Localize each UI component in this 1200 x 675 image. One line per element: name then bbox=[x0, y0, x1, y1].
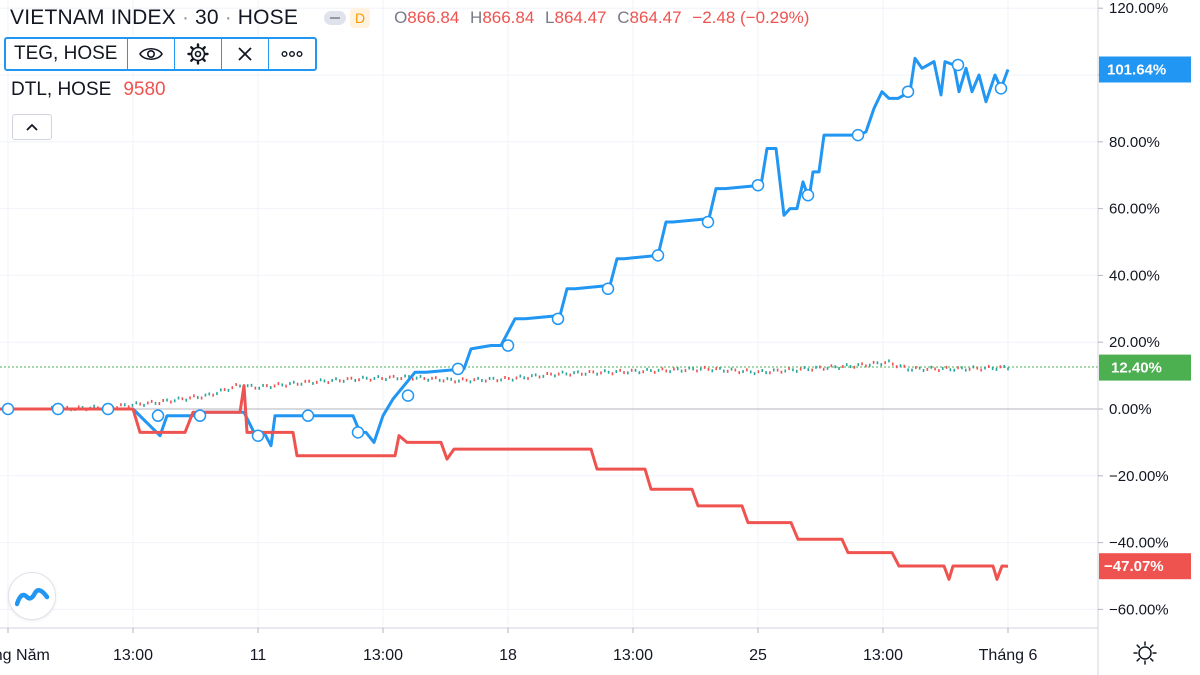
event-markers bbox=[1, 58, 1008, 442]
x-tick-label: 18 bbox=[499, 647, 517, 664]
collapse-legend-button[interactable] bbox=[12, 114, 52, 140]
series-marker[interactable] bbox=[851, 128, 865, 142]
x-tick-label: Tháng 6 bbox=[979, 647, 1038, 664]
series-marker[interactable] bbox=[1, 402, 15, 416]
series-marker[interactable] bbox=[151, 409, 165, 422]
x-tick-label: 13:00 bbox=[113, 647, 153, 664]
low-value: 864.47 bbox=[554, 8, 607, 27]
series-marker[interactable] bbox=[551, 312, 565, 326]
series-marker[interactable] bbox=[251, 429, 265, 442]
ohlc-values: O866.84 H866.84 L864.47 C864.47 −2.48 (−… bbox=[394, 8, 815, 28]
y-tick-label: −60.00% bbox=[1109, 601, 1169, 618]
remove-button[interactable] bbox=[221, 39, 268, 69]
high-key: H bbox=[470, 8, 483, 27]
y-tick-label: 20.00% bbox=[1109, 334, 1160, 351]
series-marker[interactable] bbox=[751, 178, 765, 192]
chevron-up-icon bbox=[26, 123, 38, 131]
tradingview-logo-button[interactable] bbox=[8, 572, 56, 620]
series-marker[interactable] bbox=[301, 409, 315, 422]
x-tick-label: Tháng Năm bbox=[0, 647, 50, 664]
open-value: 866.84 bbox=[407, 8, 460, 27]
series-marker[interactable] bbox=[451, 362, 465, 376]
series-marker[interactable] bbox=[501, 339, 515, 352]
close-key: C bbox=[617, 8, 630, 27]
y-tick-label: 40.00% bbox=[1109, 267, 1160, 284]
series-marker[interactable] bbox=[351, 426, 365, 439]
main-series-legend: VIETNAM INDEX · 30 · HOSE D O866.84 H866… bbox=[10, 6, 815, 30]
axis-corner bbox=[1099, 629, 1200, 675]
series-marker[interactable] bbox=[951, 58, 965, 72]
series-marker[interactable] bbox=[801, 188, 815, 202]
y-tick-label: 0.00% bbox=[1109, 401, 1152, 418]
market-status-toggle[interactable] bbox=[324, 11, 347, 25]
teg-series-line[interactable] bbox=[0, 56, 1010, 448]
y-tick-label: 120.00% bbox=[1109, 0, 1168, 17]
teg-series-legend[interactable]: TEG, HOSE bbox=[4, 37, 318, 71]
series-marker[interactable] bbox=[51, 402, 65, 416]
series-marker[interactable] bbox=[651, 249, 665, 262]
dtl-last-value-label: −47.07% bbox=[1099, 553, 1191, 580]
change-value: −2.48 (−0.29%) bbox=[692, 8, 810, 27]
y-tick-label: 80.00% bbox=[1109, 134, 1160, 151]
dtl-last-value: −47.07% bbox=[1104, 558, 1164, 575]
interval-label[interactable]: 30 bbox=[194, 6, 219, 29]
x-tick-label: 11 bbox=[250, 647, 267, 664]
teg-last-value: 101.64% bbox=[1107, 62, 1166, 79]
series-marker[interactable] bbox=[193, 409, 207, 422]
y-tick-label: −20.00% bbox=[1109, 468, 1169, 485]
gear-icon bbox=[187, 43, 210, 65]
close-value: 864.47 bbox=[629, 8, 682, 27]
series-marker[interactable] bbox=[701, 215, 715, 229]
symbol-name[interactable]: VIETNAM INDEX bbox=[10, 6, 176, 29]
time-axis[interactable]: Tháng Năm 13:00 11 13:00 18 13:00 25 13:00 Tháng… bbox=[0, 628, 1037, 664]
teg-series-name[interactable]: TEG, HOSE bbox=[14, 43, 118, 64]
last-value-labels: 101.64% 12.40% −47.07% bbox=[1099, 56, 1191, 580]
close-icon bbox=[238, 47, 253, 61]
teg-last-value-label: 101.64% bbox=[1099, 56, 1191, 83]
x-tick-label: 25 bbox=[749, 647, 767, 664]
chart-settings-button[interactable] bbox=[1128, 636, 1162, 670]
main-last-value: 12.40% bbox=[1111, 360, 1162, 377]
main-last-value-label: 12.40% bbox=[1099, 354, 1191, 381]
high-value: 866.84 bbox=[482, 8, 535, 27]
x-tick-label: 13:00 bbox=[613, 647, 653, 664]
x-tick-label: 13:00 bbox=[863, 647, 903, 664]
eye-icon bbox=[139, 47, 164, 61]
y-tick-label: −40.00% bbox=[1109, 535, 1169, 552]
visibility-button[interactable] bbox=[127, 39, 174, 69]
exchange-label: HOSE bbox=[237, 6, 299, 29]
more-icon bbox=[281, 51, 303, 57]
dtl-series-legend: DTL, HOSE 9580 bbox=[11, 79, 166, 101]
price-axis[interactable]: 120.00%100.00%80.00%60.00%40.00%20.00%0.… bbox=[1098, 0, 1169, 618]
series-marker[interactable] bbox=[101, 402, 115, 416]
settings-button[interactable] bbox=[174, 39, 221, 69]
series-marker[interactable] bbox=[901, 85, 915, 98]
data-badge[interactable]: D bbox=[350, 8, 371, 28]
series-marker[interactable] bbox=[401, 389, 415, 402]
low-key: L bbox=[545, 8, 555, 27]
legend-separator: · bbox=[224, 6, 232, 29]
y-tick-label: 60.00% bbox=[1109, 201, 1160, 218]
series-marker[interactable] bbox=[601, 282, 615, 296]
dtl-series-line[interactable] bbox=[0, 384, 1009, 581]
grid-lines bbox=[0, 0, 1098, 628]
x-tick-label: 13:00 bbox=[363, 647, 403, 664]
dtl-series-value: 9580 bbox=[123, 79, 166, 100]
tradingview-logo-icon bbox=[15, 588, 49, 607]
series-marker[interactable] bbox=[994, 82, 1008, 95]
more-button[interactable] bbox=[268, 39, 315, 69]
sun-gear-icon bbox=[1133, 641, 1157, 665]
open-key: O bbox=[394, 8, 408, 27]
legend-separator: · bbox=[181, 6, 189, 29]
dtl-series-name[interactable]: DTL, HOSE bbox=[11, 79, 112, 100]
